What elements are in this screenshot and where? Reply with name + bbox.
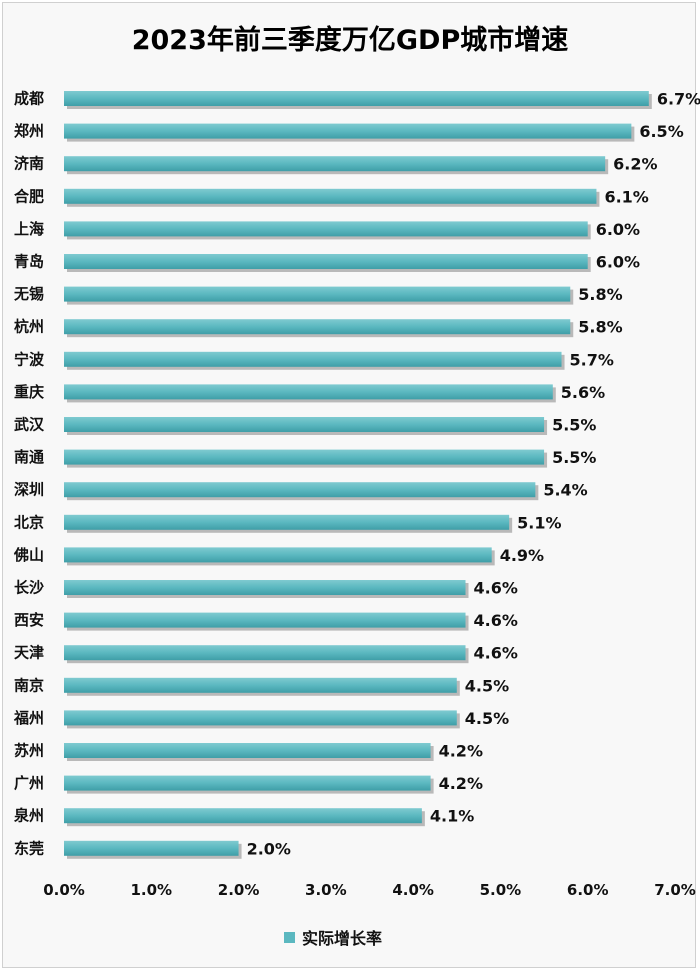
category-label: 天津 [14, 644, 44, 662]
bar [64, 449, 545, 465]
bar [64, 743, 431, 758]
x-tick-label: 2.0% [218, 881, 260, 899]
legend-label: 实际增长率 [302, 929, 382, 948]
bar [64, 221, 588, 237]
bar [64, 254, 588, 269]
bar [64, 286, 571, 302]
category-label: 深圳 [14, 481, 44, 499]
value-label: 5.8% [578, 285, 622, 304]
category-label: 南通 [14, 448, 44, 466]
value-label: 4.2% [439, 742, 483, 761]
bar [64, 384, 553, 400]
bar [64, 319, 571, 335]
category-label: 南京 [14, 676, 44, 694]
category-label: 苏州 [14, 742, 44, 760]
bar [64, 580, 466, 595]
bar [64, 677, 457, 693]
legend-swatch [284, 932, 295, 943]
bar [64, 547, 492, 563]
category-label: 合肥 [13, 187, 44, 205]
value-label: 6.0% [596, 220, 640, 239]
value-label: 6.7% [657, 90, 700, 109]
bar [64, 123, 632, 139]
category-label: 宁波 [14, 350, 45, 368]
value-label: 4.5% [465, 709, 509, 728]
category-labels: 成都郑州济南合肥上海青岛无锡杭州宁波重庆武汉南通深圳北京佛山长沙西安天津南京福州… [13, 90, 45, 858]
category-label: 西安 [14, 611, 44, 629]
category-label: 济南 [14, 155, 44, 173]
x-tick-label: 5.0% [480, 881, 522, 899]
value-label: 6.1% [604, 187, 648, 206]
value-label: 5.1% [517, 513, 561, 532]
bar [64, 645, 466, 661]
category-label: 青岛 [14, 253, 44, 271]
category-label: 杭州 [14, 318, 44, 336]
bar [64, 188, 597, 204]
x-tick-label: 7.0% [654, 881, 696, 899]
category-label: 郑州 [14, 122, 44, 140]
value-label: 5.5% [552, 448, 596, 467]
category-label: 成都 [14, 90, 44, 108]
bar [64, 156, 606, 172]
category-label: 无锡 [13, 285, 44, 303]
category-label: 长沙 [14, 579, 44, 597]
value-label: 6.2% [613, 155, 657, 174]
category-label: 泉州 [13, 807, 44, 825]
chart-title: 2023年前三季度万亿GDP城市增速 [131, 25, 569, 56]
category-label: 武汉 [14, 416, 45, 434]
category-label: 重庆 [14, 383, 44, 401]
x-tick-label: 3.0% [305, 881, 347, 899]
x-tick-label: 1.0% [130, 881, 172, 899]
legend: 实际增长率 [284, 929, 382, 948]
x-tick-label: 0.0% [43, 881, 85, 899]
value-label: 4.1% [430, 807, 474, 826]
value-labels: 6.7% 6.5% 6.2% 6.1% 6.0% 6.0% 5.8% 5.8% 5.7% 5.6%… [247, 90, 700, 859]
value-label: 5.4% [543, 481, 587, 500]
bar [64, 351, 562, 367]
category-label: 东莞 [14, 839, 44, 857]
value-label: 4.6% [474, 579, 518, 598]
value-label: 5.6% [561, 383, 605, 402]
bar [64, 775, 431, 791]
bar [64, 840, 239, 856]
category-label: 北京 [14, 513, 44, 531]
value-label: 4.5% [465, 676, 509, 695]
value-label: 4.2% [439, 774, 483, 793]
x-axis-ticks: 0.0% 1.0% 2.0% 3.0% 4.0% 5.0% 6.0% 7.0% [43, 881, 696, 899]
bar [64, 710, 457, 726]
bar [64, 612, 466, 628]
value-label: 5.5% [552, 416, 596, 435]
value-label: 6.0% [596, 253, 640, 272]
bar [64, 91, 649, 106]
bar [64, 514, 510, 530]
x-tick-label: 6.0% [567, 881, 609, 899]
value-label: 2.0% [247, 839, 291, 858]
x-tick-label: 4.0% [392, 881, 434, 899]
bar [64, 417, 545, 432]
category-label: 福州 [13, 709, 44, 727]
bar [64, 482, 536, 498]
value-label: 6.5% [639, 122, 683, 141]
value-label: 4.9% [500, 546, 544, 565]
category-label: 广州 [14, 774, 44, 792]
bars-group [64, 91, 652, 859]
category-label: 佛山 [13, 546, 44, 564]
value-label: 5.7% [570, 350, 614, 369]
value-label: 5.8% [578, 318, 622, 337]
value-label: 4.6% [474, 644, 518, 663]
category-label: 上海 [14, 220, 44, 238]
bar [64, 808, 422, 824]
value-label: 4.6% [474, 611, 518, 630]
